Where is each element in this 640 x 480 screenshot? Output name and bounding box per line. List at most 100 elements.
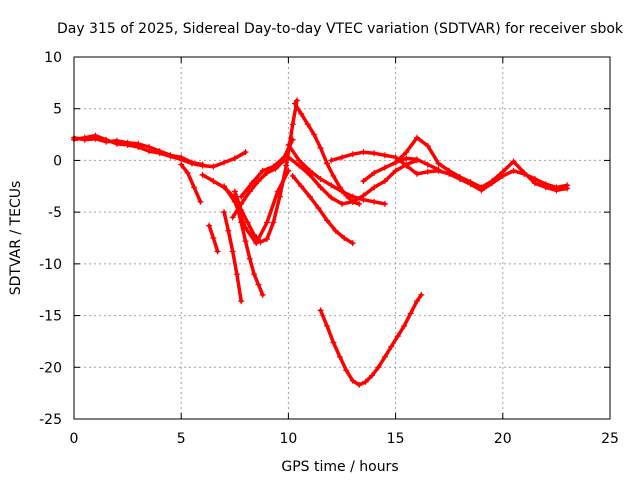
data-point: [214, 248, 221, 255]
y-tick-label: -10: [39, 257, 62, 273]
data-point: [242, 238, 249, 245]
data-point: [381, 152, 388, 159]
x-tick-label: 20: [494, 431, 512, 447]
data-point: [392, 159, 399, 166]
data-point: [199, 161, 206, 168]
data-point: [403, 155, 410, 162]
data-point: [414, 156, 421, 163]
data-point: [339, 188, 345, 195]
plot-frame: [73, 56, 611, 420]
data-point: [276, 193, 283, 200]
data-point: [233, 271, 240, 278]
data-point: [246, 188, 253, 195]
data-point: [435, 166, 442, 173]
data-point: [285, 167, 292, 174]
series-trace: [361, 156, 441, 183]
data-point: [414, 134, 421, 141]
data-point: [231, 188, 238, 195]
data-point: [349, 193, 356, 200]
data-point: [328, 194, 335, 201]
data-point: [328, 157, 335, 164]
data-point: [349, 198, 356, 205]
data-point: [225, 227, 232, 234]
data-point: [339, 200, 345, 207]
tick-labels: 0 5 10 15 20 25 -25 -20 -15 -10 -5 0 5 10: [39, 50, 619, 447]
data-point: [371, 169, 378, 176]
series-trace-r: [360, 155, 442, 185]
data-point: [343, 367, 350, 374]
series-trace: [200, 173, 265, 297]
data-point: [311, 131, 318, 138]
data-point: [403, 162, 410, 169]
y-tick-label: 10: [44, 50, 62, 66]
y-tick-label: -5: [48, 205, 62, 221]
data-point: [349, 240, 356, 247]
data-point: [289, 121, 296, 128]
data-point: [167, 152, 174, 159]
data-point: [369, 372, 376, 379]
data-point: [531, 180, 538, 187]
data-point: [435, 160, 442, 167]
data-point: [553, 187, 560, 194]
data-point: [229, 214, 236, 221]
data-point: [330, 339, 337, 346]
x-tick-label: 10: [279, 431, 297, 447]
data-point: [206, 222, 213, 229]
data-point: [291, 100, 298, 107]
data-point: [456, 173, 463, 180]
series-trace: [179, 162, 203, 204]
data-point: [323, 217, 330, 224]
data-point: [238, 200, 245, 207]
series-trace-o: [317, 291, 425, 388]
data-point: [229, 248, 236, 255]
series-trace-m: [289, 172, 356, 247]
data-point: [272, 165, 279, 172]
data-point: [360, 149, 367, 156]
data-point: [375, 364, 382, 371]
data-point: [371, 150, 378, 157]
data-point: [388, 343, 395, 350]
y-tick-label: 0: [53, 153, 62, 169]
data-point: [298, 110, 305, 117]
data-point: [315, 205, 322, 212]
data-point: [285, 154, 292, 161]
data-point: [296, 157, 303, 164]
data-point: [381, 178, 388, 185]
data-point: [371, 198, 378, 205]
data-point: [332, 227, 339, 234]
data-point: [360, 178, 367, 185]
data-point: [499, 168, 506, 175]
series-trace-k: [291, 100, 363, 207]
y-tick-label: 5: [53, 102, 62, 118]
data-point: [341, 235, 348, 241]
data-point: [467, 179, 474, 186]
data-point: [381, 200, 388, 207]
data-point: [289, 172, 296, 179]
data-point: [394, 333, 401, 340]
x-tick-label: 25: [601, 431, 619, 447]
series-trace: [290, 174, 355, 245]
data-point: [306, 171, 313, 178]
data-point: [446, 167, 453, 174]
data-point: [306, 193, 313, 200]
data-point: [293, 97, 300, 104]
data-point: [146, 143, 153, 150]
series-trace: [286, 143, 387, 206]
series-trace-h: [221, 167, 292, 247]
data-point: [270, 219, 277, 226]
data-point: [349, 151, 356, 158]
data-point: [210, 163, 217, 170]
x-tick-label: 5: [177, 431, 186, 447]
data-point: [510, 167, 517, 174]
x-tick-label: 15: [387, 431, 405, 447]
data-point: [298, 183, 305, 190]
data-point: [381, 164, 388, 171]
data-point: [259, 291, 266, 298]
series-trace-j: [229, 157, 288, 221]
data-point: [281, 157, 288, 164]
data-point: [304, 121, 311, 128]
data-point: [414, 298, 421, 305]
data-point: [510, 158, 517, 165]
series-trace: [239, 137, 295, 199]
data-point: [285, 141, 292, 148]
